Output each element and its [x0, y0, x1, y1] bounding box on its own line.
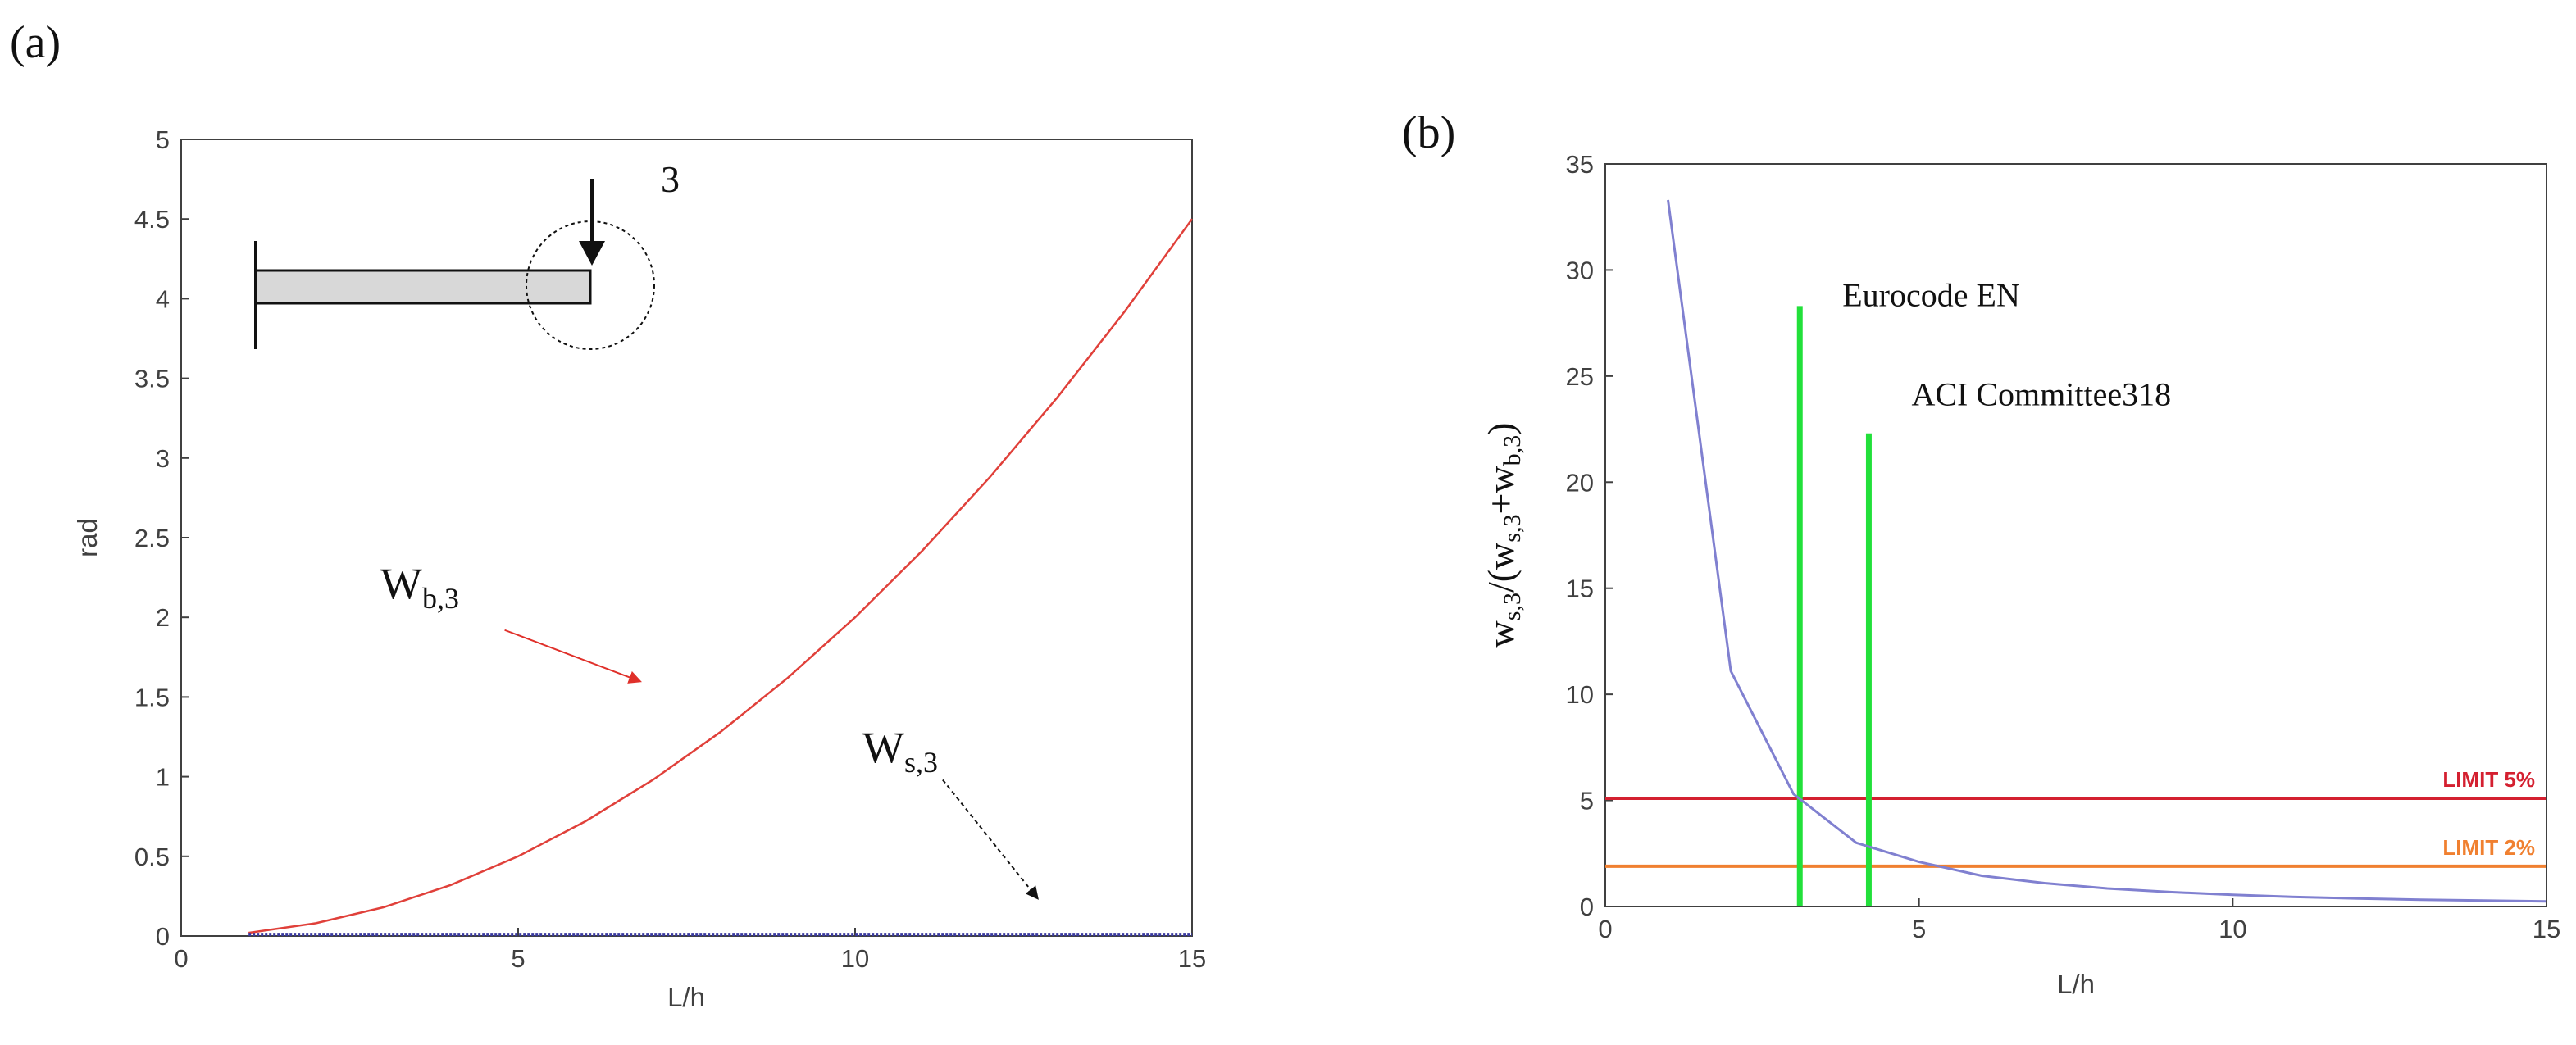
panel-b-code-lines: Eurocode EN ACI Committee318: [1796, 276, 2171, 906]
panel-b-ytick-label: 15: [1566, 575, 1594, 603]
panel-a-ytick-label: 5: [156, 125, 170, 154]
panel-b-ytick-label: 35: [1566, 150, 1594, 179]
panel-b-xtick-label: 0: [1598, 915, 1612, 943]
wb3-label: Wb,3: [380, 559, 459, 615]
beam-point-label: 3: [661, 158, 680, 200]
panel-a-ytick-label: 4: [156, 284, 170, 313]
cantilever-beam-diagram: [254, 179, 655, 350]
panel-a-ytick-label: 2: [156, 603, 170, 632]
panel-b-ytick-label: 0: [1580, 893, 1594, 921]
beam-body: [254, 269, 592, 305]
panel-a-ytick-label: 3.5: [134, 365, 170, 393]
panel-b-ytick-label: 25: [1566, 362, 1594, 391]
panel-a-ytick-label: 3: [156, 444, 170, 473]
beam-tip-circle: [526, 220, 655, 350]
series-ratio-line: [1667, 199, 2547, 903]
panel-a-ytick-label: 1: [156, 763, 170, 792]
panel-b-plot-area: [1604, 163, 2547, 907]
panel-b-xlabel: L/h: [2057, 969, 2095, 999]
panel-b-ytick-label: 20: [1566, 468, 1594, 497]
panel-b-label: (b): [1402, 107, 1455, 158]
panel-b-ytick-label: 5: [1580, 787, 1594, 816]
panel-b-ylabel: ws,3/(ws,3+wb,3): [1480, 423, 1526, 648]
panel-b-limit-lines: LIMIT 5% LIMIT 2%: [1605, 767, 2546, 868]
panel-a-xtick-label: 15: [1178, 944, 1206, 973]
panel-b-xtick-label: 5: [1912, 915, 1926, 943]
panel-a-xtick-label: 5: [511, 944, 525, 973]
panel-b-xtick-label: 15: [2533, 915, 2560, 943]
panel-a-xtick-label: 0: [174, 944, 188, 973]
panel-a-xlabel: L/h: [667, 982, 705, 1012]
panel-a-xtick-label: 10: [841, 944, 869, 973]
wb3-arrow: [504, 629, 642, 684]
panel-a-ytick-label: 2.5: [134, 524, 170, 552]
panel-b-ytick-label: 10: [1566, 680, 1594, 709]
panel-a-label: (a): [10, 17, 61, 68]
series-wb3-line: [248, 218, 1194, 934]
panel-b-ticks: 0 5 10 15 0 5 10 15 20 25 30 35: [1566, 150, 2561, 943]
panel-b-xtick-label: 10: [2219, 915, 2246, 943]
ws3-arrow: [942, 779, 1039, 900]
aci-label: ACI Committee318: [1911, 376, 2171, 413]
eurocode-label: Eurocode EN: [1842, 276, 2020, 313]
panel-a-ytick-label: 0: [156, 922, 170, 951]
limit-label-5pct: LIMIT 5%: [2442, 767, 2535, 792]
load-arrow-head: [579, 241, 605, 266]
limit-label-2pct: LIMIT 2%: [2442, 835, 2535, 860]
panel-a-ytick-label: 0.5: [134, 843, 170, 871]
panel-a-ylabel: rad: [72, 518, 102, 557]
panel-b-ytick-label: 30: [1566, 256, 1594, 284]
panel-a-plot-area: [180, 139, 1193, 937]
ws3-label: Ws,3: [862, 723, 938, 779]
panel-a-ytick-label: 4.5: [134, 205, 170, 234]
panel-a-ytick-label: 1.5: [134, 683, 170, 711]
panel-a-ticks: 0 5 10 15 0 0.5 1 1.5 2 2.5 3 3.5 4 4.5 5: [134, 125, 1206, 973]
